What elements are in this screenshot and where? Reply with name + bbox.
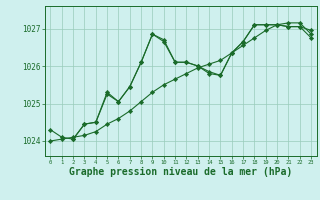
X-axis label: Graphe pression niveau de la mer (hPa): Graphe pression niveau de la mer (hPa): [69, 167, 292, 177]
